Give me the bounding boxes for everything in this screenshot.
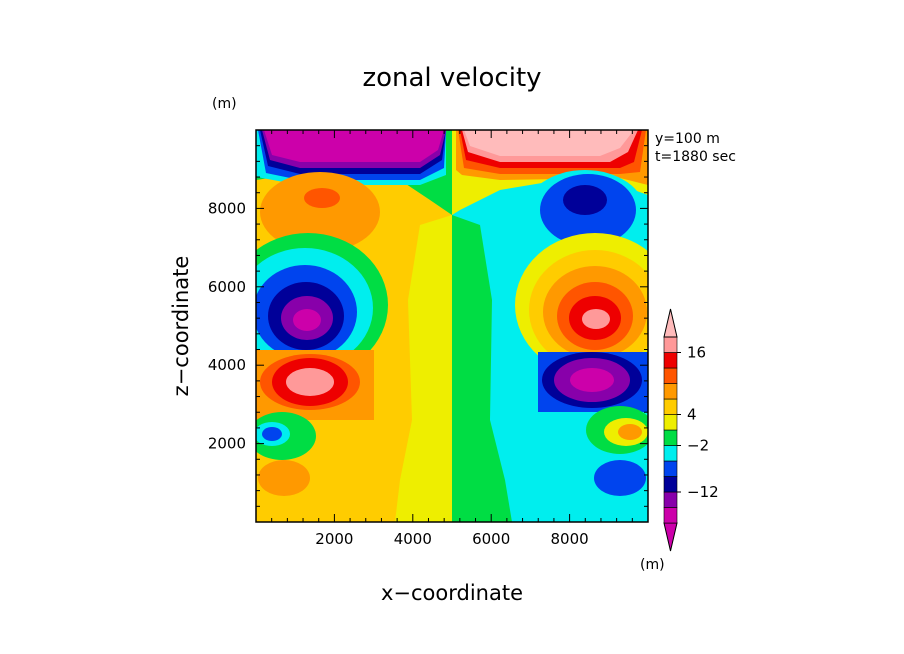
axis-ticks: 2000 4000 6000 8000 2000 4000 6000 8000 bbox=[208, 130, 648, 548]
colorbar-label: 4 bbox=[687, 406, 697, 424]
annotation-time: t=1880 sec bbox=[655, 149, 736, 165]
colorbar-swatch bbox=[663, 507, 678, 524]
colorbar-swatch bbox=[663, 460, 678, 477]
y-tick-label: 6000 bbox=[208, 278, 246, 296]
chart-title: zonal velocity bbox=[362, 63, 541, 93]
colorbar-swatch bbox=[663, 491, 678, 508]
x-axis-label: x−coordinate bbox=[381, 581, 523, 605]
y-tick-label: 8000 bbox=[208, 199, 246, 217]
colorbar: 16 4 −2 −12 bbox=[663, 308, 719, 552]
contour-left-upper-lobe-inner bbox=[304, 188, 340, 208]
colorbar-swatch bbox=[663, 476, 678, 493]
colorbar-swatch bbox=[663, 367, 678, 384]
contour-left-mid-magenta bbox=[293, 309, 321, 331]
contour-right-bottom-orange bbox=[618, 424, 642, 440]
colorbar-label: −2 bbox=[687, 437, 709, 455]
y-tick-label: 4000 bbox=[208, 356, 246, 374]
colorbar-swatch bbox=[663, 336, 678, 353]
contour-left-bottom-orange bbox=[258, 460, 310, 496]
plot-frame bbox=[255, 129, 649, 523]
x-tick-label: 8000 bbox=[551, 530, 589, 548]
y-tick-label: 2000 bbox=[208, 435, 246, 453]
y-axis-unit: (m) bbox=[212, 96, 237, 112]
contour-left-bottom-blue bbox=[262, 427, 282, 441]
x-tick-label: 4000 bbox=[394, 530, 432, 548]
y-axis-label: z−coordinate bbox=[169, 256, 193, 397]
x-tick-label: 6000 bbox=[472, 530, 510, 548]
colorbar-swatch bbox=[663, 398, 678, 415]
colorbar-swatch bbox=[663, 429, 678, 446]
contour-right-upper-lobe-navy bbox=[563, 185, 607, 215]
x-axis-unit: (m) bbox=[640, 557, 665, 573]
contour-left-low-pink bbox=[286, 368, 334, 396]
colorbar-label: −12 bbox=[687, 483, 719, 501]
colorbar-swatch bbox=[663, 414, 678, 431]
contour-left-upper-lobe-outer bbox=[260, 172, 380, 252]
contour-right-green-strip bbox=[452, 215, 512, 522]
contour-field bbox=[256, 130, 648, 522]
contour-right-bottom-blue bbox=[594, 460, 646, 496]
annotation-y-position: y=100 m bbox=[655, 131, 720, 147]
contour-left-yellow-strip bbox=[395, 215, 452, 522]
contour-right-low-magenta bbox=[570, 368, 614, 392]
x-tick-label: 2000 bbox=[315, 530, 353, 548]
colorbar-upper-extend bbox=[663, 308, 678, 338]
contour-right-top-lightpink bbox=[464, 130, 634, 156]
colorbar-swatch bbox=[663, 445, 678, 462]
colorbar-swatch bbox=[663, 352, 678, 369]
colorbar-label: 16 bbox=[687, 344, 706, 362]
contour-right-mid-pink bbox=[582, 309, 610, 329]
colorbar-swatch bbox=[663, 383, 678, 400]
contour-left-top-magenta bbox=[264, 130, 444, 162]
colorbar-lower-extend bbox=[663, 522, 678, 552]
